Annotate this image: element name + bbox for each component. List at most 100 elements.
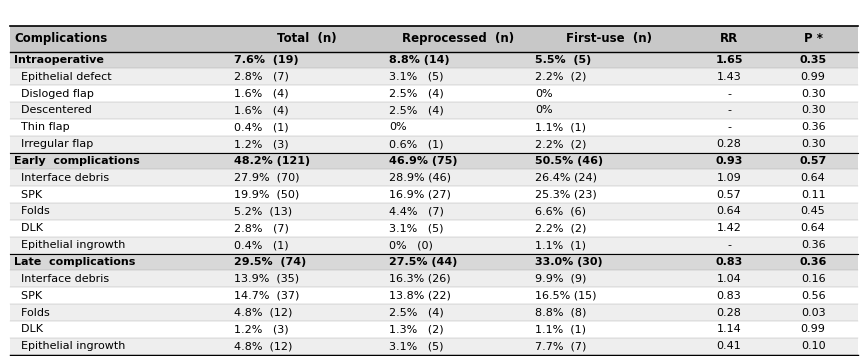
Text: 0.93: 0.93 — [715, 156, 743, 166]
Text: 8.8% (14): 8.8% (14) — [389, 55, 449, 65]
Text: 6.6%  (6): 6.6% (6) — [536, 206, 587, 216]
Text: 2.5%   (4): 2.5% (4) — [389, 105, 444, 115]
Bar — [10, 52, 858, 68]
Text: Complications: Complications — [15, 32, 107, 45]
Text: 2.5%   (4): 2.5% (4) — [389, 308, 444, 318]
Text: 1.2%   (3): 1.2% (3) — [234, 139, 289, 149]
Bar — [10, 203, 858, 220]
Text: 50.5% (46): 50.5% (46) — [536, 156, 603, 166]
Text: 0.56: 0.56 — [801, 291, 825, 301]
Text: -: - — [727, 89, 731, 99]
Text: 1.2%   (3): 1.2% (3) — [234, 324, 289, 334]
Text: Total  (n): Total (n) — [277, 32, 337, 45]
Text: 5.5%  (5): 5.5% (5) — [536, 55, 592, 65]
Bar — [10, 321, 858, 338]
Bar — [10, 85, 858, 102]
Text: 27.5% (44): 27.5% (44) — [389, 257, 457, 267]
Text: Thin flap: Thin flap — [15, 122, 70, 132]
Text: 0.83: 0.83 — [715, 257, 743, 267]
Text: 0.03: 0.03 — [801, 308, 825, 318]
Text: 1.6%   (4): 1.6% (4) — [234, 89, 289, 99]
Text: 0.10: 0.10 — [801, 341, 825, 351]
Text: 1.1%  (1): 1.1% (1) — [536, 122, 587, 132]
Text: 26.4% (24): 26.4% (24) — [536, 173, 597, 183]
Bar — [10, 186, 858, 203]
Text: 14.7%  (37): 14.7% (37) — [234, 291, 299, 301]
Text: 48.2% (121): 48.2% (121) — [234, 156, 310, 166]
Text: 2.2%  (2): 2.2% (2) — [536, 72, 587, 82]
Bar — [10, 237, 858, 253]
Text: 0.41: 0.41 — [717, 341, 741, 351]
Text: 1.04: 1.04 — [717, 274, 741, 284]
Text: 0.30: 0.30 — [801, 89, 825, 99]
Text: 0.57: 0.57 — [717, 190, 741, 200]
Text: 16.3% (26): 16.3% (26) — [389, 274, 450, 284]
Text: -: - — [727, 122, 731, 132]
Text: 46.9% (75): 46.9% (75) — [389, 156, 457, 166]
Text: 5.2%  (13): 5.2% (13) — [234, 206, 292, 216]
Bar — [10, 153, 858, 169]
Text: 1.1%  (1): 1.1% (1) — [536, 324, 587, 334]
Text: Reprocessed  (n): Reprocessed (n) — [402, 32, 514, 45]
Text: 13.8% (22): 13.8% (22) — [389, 291, 451, 301]
Text: 1.42: 1.42 — [716, 223, 741, 233]
Text: 0.11: 0.11 — [801, 190, 825, 200]
Text: 0.35: 0.35 — [799, 55, 827, 65]
Text: 2.2%  (2): 2.2% (2) — [536, 139, 587, 149]
Text: 29.5%  (74): 29.5% (74) — [234, 257, 306, 267]
Text: 0.28: 0.28 — [716, 139, 741, 149]
Text: Epithelial defect: Epithelial defect — [15, 72, 112, 82]
Text: First-use  (n): First-use (n) — [566, 32, 651, 45]
Text: 0.36: 0.36 — [801, 122, 825, 132]
Text: 0.16: 0.16 — [801, 274, 825, 284]
Text: 1.1%  (1): 1.1% (1) — [536, 240, 587, 250]
Text: 7.6%  (19): 7.6% (19) — [234, 55, 299, 65]
Text: 8.8%  (8): 8.8% (8) — [536, 308, 587, 318]
Text: 0.99: 0.99 — [801, 324, 825, 334]
Text: 3.1%   (5): 3.1% (5) — [389, 72, 443, 82]
Text: 3.1%   (5): 3.1% (5) — [389, 341, 443, 351]
Text: 0.45: 0.45 — [801, 206, 825, 216]
Text: DLK: DLK — [15, 223, 43, 233]
Text: -: - — [727, 240, 731, 250]
Text: 1.3%   (2): 1.3% (2) — [389, 324, 443, 334]
Text: DLK: DLK — [15, 324, 43, 334]
Text: 0%: 0% — [389, 122, 407, 132]
Text: Late  complications: Late complications — [15, 257, 136, 267]
Text: 0.28: 0.28 — [716, 308, 741, 318]
Text: 9.9%  (9): 9.9% (9) — [536, 274, 587, 284]
Text: 1.6%   (4): 1.6% (4) — [234, 105, 289, 115]
Text: 28.9% (46): 28.9% (46) — [389, 173, 451, 183]
Bar — [10, 68, 858, 85]
Text: 0.64: 0.64 — [801, 173, 825, 183]
Text: 19.9%  (50): 19.9% (50) — [234, 190, 299, 200]
Text: 2.5%   (4): 2.5% (4) — [389, 89, 444, 99]
Text: Epithelial ingrowth: Epithelial ingrowth — [15, 341, 125, 351]
Text: 0.64: 0.64 — [717, 206, 741, 216]
Text: 16.9% (27): 16.9% (27) — [389, 190, 451, 200]
Text: 0%: 0% — [536, 105, 553, 115]
Text: 0.83: 0.83 — [717, 291, 741, 301]
Text: Descentered: Descentered — [15, 105, 92, 115]
Text: 27.9%  (70): 27.9% (70) — [234, 173, 300, 183]
Text: 2.8%   (7): 2.8% (7) — [234, 72, 289, 82]
Text: Disloged flap: Disloged flap — [15, 89, 94, 99]
Bar — [10, 253, 858, 271]
Text: 13.9%  (35): 13.9% (35) — [234, 274, 299, 284]
Text: 4.8%  (12): 4.8% (12) — [234, 341, 292, 351]
Text: 2.2%  (2): 2.2% (2) — [536, 223, 587, 233]
Text: 7.7%  (7): 7.7% (7) — [536, 341, 587, 351]
Text: 16.5% (15): 16.5% (15) — [536, 291, 597, 301]
Text: Intraoperative: Intraoperative — [15, 55, 105, 65]
Text: 0%   (0): 0% (0) — [389, 240, 433, 250]
Text: -: - — [727, 105, 731, 115]
Text: 33.0% (30): 33.0% (30) — [536, 257, 603, 267]
Text: 4.8%  (12): 4.8% (12) — [234, 308, 292, 318]
Text: SPK: SPK — [15, 291, 42, 301]
Text: 25.3% (23): 25.3% (23) — [536, 190, 597, 200]
Bar — [10, 338, 858, 355]
Text: 0.64: 0.64 — [801, 223, 825, 233]
Text: 0.30: 0.30 — [801, 139, 825, 149]
Text: Interface debris: Interface debris — [15, 173, 110, 183]
Text: 0.36: 0.36 — [801, 240, 825, 250]
